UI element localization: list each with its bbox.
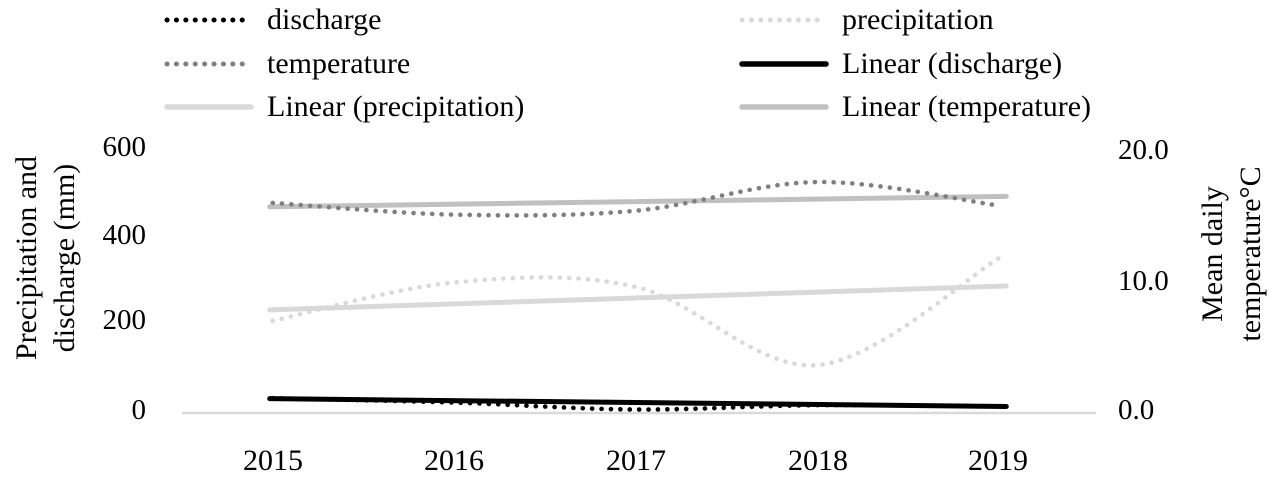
legend-item-temperature: temperature xyxy=(163,46,410,82)
left-axis-title-line1: Precipitation and xyxy=(10,155,43,361)
dotted-line-swatch-icon xyxy=(164,17,254,23)
x-axis-tick-2016: 2016 xyxy=(424,444,484,477)
x-axis-tick-2015: 2015 xyxy=(243,444,303,477)
legend-label: precipitation xyxy=(842,3,994,36)
left-axis-title: Precipitation and discharge (mm) xyxy=(8,68,84,448)
trendline-linear-temperature- xyxy=(267,193,1009,210)
solid-line-swatch-icon xyxy=(739,104,829,110)
legend-item-discharge: discharge xyxy=(163,2,381,38)
legend-label: temperature xyxy=(267,47,411,80)
legend-item-linear-precipitation: Linear (precipitation) xyxy=(163,89,524,125)
right-axis-tick-20: 20.0 xyxy=(1118,134,1169,166)
series-precipitation xyxy=(270,256,1001,368)
left-axis-tick-600: 600 xyxy=(102,131,147,163)
legend-item-linear-temperature: Linear (temperature) xyxy=(738,89,1091,125)
right-axis-title: Mean daily temperature°C xyxy=(1194,116,1270,392)
solid-line-swatch-icon xyxy=(164,104,254,110)
right-axis-title-line2: temperature°C xyxy=(1234,166,1267,342)
left-axis-title-line2: discharge (mm) xyxy=(48,163,81,353)
x-axis-tick-2019: 2019 xyxy=(968,444,1028,477)
right-axis-tick-0: 0.0 xyxy=(1118,394,1155,426)
legend-label: Linear (temperature) xyxy=(842,90,1092,123)
legend-label: discharge xyxy=(267,3,382,36)
dotted-line-swatch-icon xyxy=(164,61,254,67)
legend-item-linear-discharge: Linear (discharge) xyxy=(738,46,1062,82)
right-axis-tick-10: 10.0 xyxy=(1118,265,1169,297)
solid-line-swatch-icon xyxy=(739,61,829,67)
dotted-line-swatch-icon xyxy=(739,17,829,23)
left-axis-tick-400: 400 xyxy=(102,219,147,251)
legend-label: Linear (precipitation) xyxy=(267,90,525,123)
left-axis-tick-0: 0 xyxy=(131,394,147,426)
trendline-linear-discharge- xyxy=(267,396,1009,409)
left-axis-tick-200: 200 xyxy=(102,304,147,336)
series-temperature xyxy=(270,179,1001,218)
trendline-linear-precipitation- xyxy=(267,283,1009,313)
x-axis-tick-2018: 2018 xyxy=(788,444,848,477)
legend-item-precipitation: precipitation xyxy=(738,2,994,38)
right-axis-title-line1: Mean daily xyxy=(1196,186,1229,322)
legend-label: Linear (discharge) xyxy=(842,47,1063,80)
x-axis-tick-2017: 2017 xyxy=(606,444,666,477)
